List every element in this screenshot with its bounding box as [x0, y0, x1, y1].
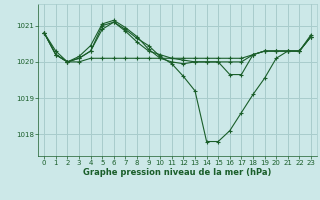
X-axis label: Graphe pression niveau de la mer (hPa): Graphe pression niveau de la mer (hPa): [84, 168, 272, 177]
